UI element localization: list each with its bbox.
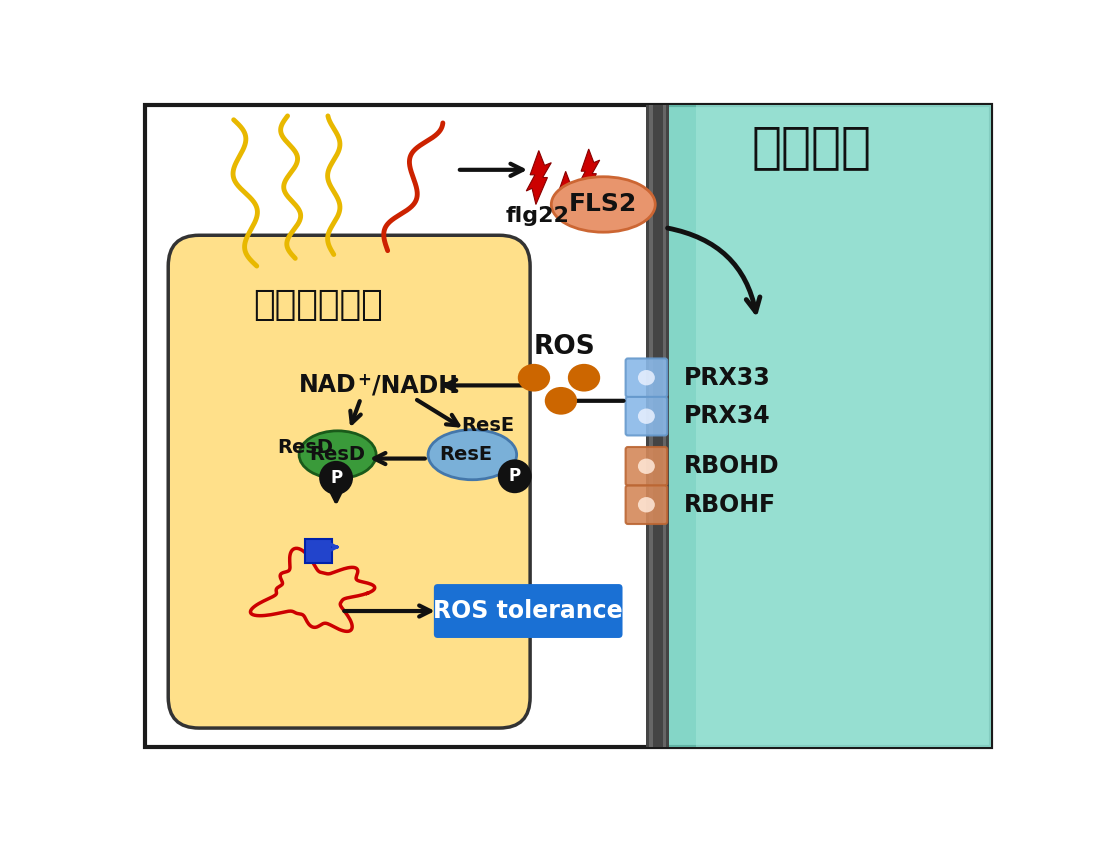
Ellipse shape	[299, 430, 376, 479]
Text: /NADH: /NADH	[372, 373, 459, 398]
Text: ResE: ResE	[440, 446, 493, 464]
Text: ROS tolerance: ROS tolerance	[433, 599, 623, 623]
FancyBboxPatch shape	[626, 485, 667, 524]
FancyArrowPatch shape	[668, 228, 760, 312]
Text: ResD: ResD	[278, 437, 334, 457]
Bar	[646, 106, 669, 747]
FancyBboxPatch shape	[168, 235, 530, 728]
Circle shape	[319, 461, 353, 495]
Ellipse shape	[552, 176, 655, 232]
FancyBboxPatch shape	[626, 447, 667, 485]
Circle shape	[497, 459, 532, 493]
Ellipse shape	[545, 387, 577, 414]
Ellipse shape	[568, 364, 601, 392]
Text: PRX34: PRX34	[684, 404, 771, 428]
Text: PRX33: PRX33	[684, 365, 771, 390]
Polygon shape	[577, 149, 599, 198]
Ellipse shape	[638, 370, 655, 386]
Text: P: P	[330, 468, 342, 487]
Text: RBOHD: RBOHD	[684, 454, 780, 479]
Text: 植物细胞: 植物细胞	[751, 122, 871, 170]
Ellipse shape	[638, 497, 655, 512]
FancyBboxPatch shape	[626, 359, 667, 397]
Ellipse shape	[428, 430, 516, 479]
Ellipse shape	[517, 364, 551, 392]
FancyBboxPatch shape	[626, 397, 667, 436]
Text: flg22: flg22	[506, 206, 570, 226]
Text: FLS2: FLS2	[570, 192, 637, 216]
Text: RBOHF: RBOHF	[684, 493, 777, 517]
Text: NAD: NAD	[299, 373, 357, 398]
Text: ResE: ResE	[461, 416, 514, 435]
Text: ROS: ROS	[534, 334, 596, 360]
Text: 益生芽孢杆菌: 益生芽孢杆菌	[254, 288, 383, 322]
Polygon shape	[526, 150, 552, 204]
Ellipse shape	[638, 408, 655, 424]
Bar	[663, 106, 666, 747]
Bar	[657, 106, 991, 747]
FancyBboxPatch shape	[434, 584, 623, 638]
Text: P: P	[509, 468, 521, 485]
Text: ResD: ResD	[309, 446, 366, 464]
Bar	[696, 106, 991, 747]
Ellipse shape	[638, 458, 655, 474]
Text: +: +	[357, 371, 371, 389]
FancyBboxPatch shape	[305, 539, 332, 562]
Polygon shape	[554, 171, 577, 222]
Bar	[649, 106, 653, 747]
